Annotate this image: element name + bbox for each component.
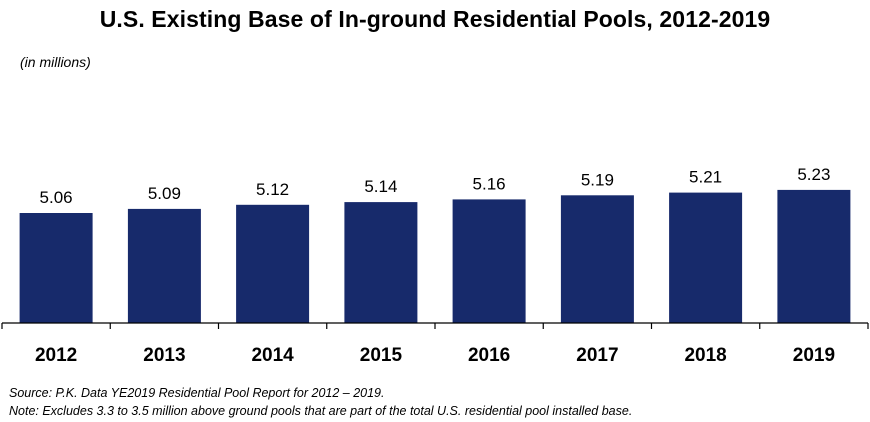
- bar-2014: [236, 204, 310, 323]
- chart-title: U.S. Existing Base of In-ground Resident…: [99, 6, 771, 32]
- value-label-2016: 5.16: [473, 174, 506, 193]
- value-label-2015: 5.14: [364, 177, 397, 196]
- bar-2015: [344, 202, 418, 323]
- category-label-2014: 2014: [251, 345, 294, 366]
- category-label-2018: 2018: [684, 345, 726, 366]
- value-label-2017: 5.19: [581, 170, 614, 189]
- category-label-2015: 2015: [360, 345, 403, 366]
- bar-2013: [127, 208, 201, 323]
- x-axis-ticks: [1, 323, 869, 329]
- category-label-2012: 2012: [35, 345, 77, 366]
- value-label-2013: 5.09: [148, 184, 181, 203]
- bar-2019: [777, 189, 851, 323]
- category-label-2013: 2013: [143, 345, 185, 366]
- value-label-2014: 5.12: [256, 180, 289, 199]
- category-label-2017: 2017: [576, 345, 618, 366]
- exclusion-note: Note: Excludes 3.3 to 3.5 million above …: [9, 404, 633, 418]
- category-label-2016: 2016: [468, 345, 510, 366]
- value-labels-layer: 5.06 5.09 5.12 5.14 5.16 5.19 5.21 5.23: [40, 165, 831, 207]
- bar-2018: [669, 192, 743, 323]
- bar-2012: [19, 213, 93, 323]
- value-label-2012: 5.06: [40, 188, 73, 207]
- bars-layer: [19, 189, 851, 323]
- value-label-2019: 5.23: [797, 165, 830, 184]
- value-label-2018: 5.21: [689, 168, 722, 187]
- bar-2017: [560, 195, 634, 323]
- category-label-2019: 2019: [793, 345, 835, 366]
- unit-label: (in millions): [20, 54, 91, 70]
- bar-2016: [452, 199, 526, 323]
- source-note: Source: P.K. Data YE2019 Residential Poo…: [9, 386, 385, 400]
- category-labels-layer: 2012 2013 2014 2015 2016 2017 2018 2019: [35, 345, 835, 366]
